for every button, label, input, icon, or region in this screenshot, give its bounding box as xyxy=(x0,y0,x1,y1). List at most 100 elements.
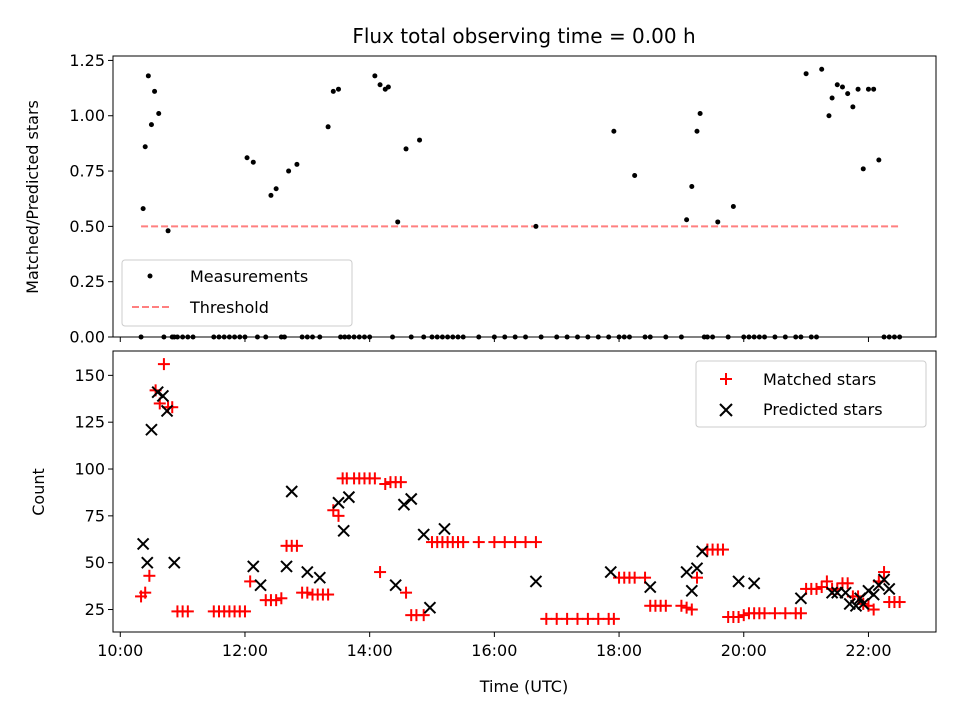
measurement-point xyxy=(286,168,292,174)
matched-stars-point xyxy=(238,605,251,618)
matched-stars-point xyxy=(680,601,693,614)
matched-stars-point xyxy=(457,536,470,549)
predicted-stars-point xyxy=(141,556,154,569)
matched-stars-point xyxy=(571,612,584,625)
measurement-point xyxy=(385,84,391,90)
predicted-stars-point xyxy=(825,586,839,599)
predicted-stars-point xyxy=(862,584,875,597)
measurement-point xyxy=(145,73,151,79)
bottom-x-tick-label: 16:00 xyxy=(471,641,517,660)
matched-stars-point xyxy=(607,612,620,625)
matched-stars-point xyxy=(815,581,828,594)
measurement-point xyxy=(803,71,809,77)
matched-stars-point xyxy=(581,612,594,625)
matched-stars-point xyxy=(519,536,532,549)
bottom-x-tick-label: 20:00 xyxy=(721,641,767,660)
bottom-y-tick-label: 75 xyxy=(85,506,105,525)
top-y-axis-label: Matched/Predicted stars xyxy=(23,100,42,294)
predicted-stars-point xyxy=(254,578,267,592)
predicted-stars-point xyxy=(280,560,293,573)
predicted-stars-point xyxy=(313,571,326,584)
measurement-point xyxy=(855,86,861,92)
bottom-legend: Matched stars Predicted stars xyxy=(695,360,927,428)
matched-stars-point xyxy=(732,611,745,624)
measurement-point xyxy=(865,86,871,92)
measurement-point xyxy=(250,159,256,165)
matched-stars-point xyxy=(181,605,194,618)
measurement-point xyxy=(632,172,638,178)
predicted-stars-point xyxy=(247,560,260,573)
measurement-point xyxy=(165,228,171,234)
predicted-stars-point xyxy=(285,485,298,498)
matched-stars-point xyxy=(779,607,792,620)
matched-stars-point xyxy=(685,603,698,616)
measurement-point xyxy=(689,184,695,190)
matched-stars-point xyxy=(758,607,771,620)
bottom-x-tick-label: 18:00 xyxy=(596,641,642,660)
measurement-point xyxy=(826,113,832,119)
matched-stars-point xyxy=(820,575,833,588)
predicted-stars-point xyxy=(337,524,350,538)
matched-stars-point xyxy=(143,569,156,582)
matched-stars-point xyxy=(716,543,729,556)
matched-stars-point xyxy=(498,536,511,549)
measurement-point xyxy=(395,219,401,225)
predicted-stars-point xyxy=(405,492,418,506)
measurement-point xyxy=(142,144,148,150)
chart-title: Flux total observing time = 0.00 h xyxy=(352,24,695,48)
measurement-point xyxy=(876,157,882,163)
matched-stars-point xyxy=(327,504,340,517)
matched-stars-point xyxy=(810,582,823,595)
bottom-x-tick-label: 12:00 xyxy=(222,641,268,660)
top-y-tick-label: 1.25 xyxy=(69,51,105,70)
measurement-point xyxy=(871,86,877,92)
measurement-point xyxy=(156,111,162,117)
predicted-stars-point xyxy=(857,597,870,611)
predicted-stars-point xyxy=(145,423,158,436)
predicted-stars-point xyxy=(438,522,451,536)
measurement-point xyxy=(730,203,736,209)
measurement-point xyxy=(152,88,158,94)
matched-stars-point xyxy=(270,594,283,607)
top-y-tick-label: 0.50 xyxy=(69,217,105,236)
bottom-y-axis-label: Count xyxy=(29,468,48,516)
top-y-tick-label: 1.00 xyxy=(69,106,105,125)
matched-stars-point xyxy=(659,599,672,612)
predicted-stars-point xyxy=(160,404,174,418)
measurement-point xyxy=(715,219,721,225)
measurement-point xyxy=(533,223,539,229)
matched-stars-point xyxy=(322,588,335,601)
bottom-x-tick-label: 10:00 xyxy=(97,641,143,660)
matched-stars-point xyxy=(529,536,542,549)
predicted-stars-point xyxy=(644,580,657,594)
predicted-stars-point xyxy=(151,386,164,399)
matched-stars-point xyxy=(675,599,688,612)
predicted-stars-point xyxy=(389,578,402,592)
matched-stars-point xyxy=(690,571,703,584)
matched-stars-point xyxy=(332,509,345,522)
matched-stars-point xyxy=(374,566,387,579)
count-plot: Count Time (UTC) 25 50 75 100 125 150 10:00 12:… xyxy=(29,350,937,696)
measurement-point xyxy=(611,128,617,134)
predicted-stars-point xyxy=(685,584,699,597)
bottom-y-tick-label: 150 xyxy=(74,366,105,385)
measurement-point xyxy=(325,124,331,130)
measurement-point xyxy=(140,206,146,212)
matched-stars-point xyxy=(139,586,152,599)
predicted-stars-point xyxy=(342,490,356,504)
legend-predicted-label: Predicted stars xyxy=(763,400,883,419)
matched-stars-point xyxy=(157,358,170,371)
top-y-tick-label: 0.75 xyxy=(69,162,105,181)
measurement-point xyxy=(417,137,423,143)
predicted-stars-point xyxy=(732,575,745,588)
bottom-y-tick-label: 25 xyxy=(85,600,105,619)
measurement-point xyxy=(829,95,835,101)
top-legend: Measurements Threshold xyxy=(121,259,353,327)
matched-stars-point xyxy=(275,592,288,605)
measurement-point xyxy=(694,128,700,134)
measurement-point xyxy=(148,122,154,128)
top-y-tick-label: 0.25 xyxy=(69,272,105,291)
matched-stars-point xyxy=(472,536,485,549)
bottom-plot-frame xyxy=(112,350,937,633)
